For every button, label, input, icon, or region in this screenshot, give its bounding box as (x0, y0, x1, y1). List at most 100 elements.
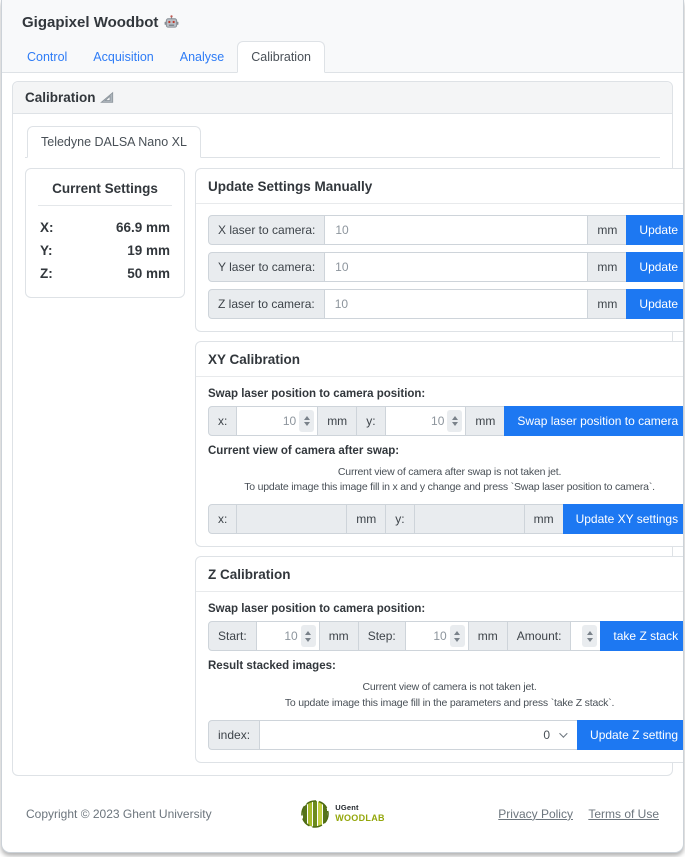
main-content: Calibration Teledyne DALSA Nano XL Curre… (2, 73, 683, 776)
calibration-card-body: Teledyne DALSA Nano XL Current Settings … (13, 114, 683, 775)
z-index-row: index: 0 Update Z setting (208, 719, 683, 750)
xy-swap-row: x: mm y: (208, 406, 683, 436)
logo-ugent-text: UGent (335, 803, 359, 813)
xy-update-row: x: mm y: mm (208, 504, 683, 535)
z-calibration-title: Z Calibration (196, 557, 683, 593)
xy-swap-x-stepper[interactable] (299, 410, 315, 432)
tab-acquisition[interactable]: Acquisition (93, 50, 154, 64)
z-step-box (404, 621, 469, 652)
xy-note: Current view of camera after swap is not… (240, 465, 660, 495)
main-nav-tabs: Control Acquisition Analyse Calibration (2, 41, 683, 73)
xy-swap-x-input[interactable] (245, 414, 300, 428)
calibration-card-title: Calibration (25, 90, 96, 105)
current-setting-x-value: 66.9 mm (115, 220, 170, 235)
calibration-card-header: Calibration (13, 82, 672, 114)
z-amount-label: Amount: (506, 621, 572, 652)
xy-update-x-input (245, 512, 344, 527)
x-laser-unit: mm (587, 215, 628, 245)
app-title: Gigapixel Woodbot (22, 14, 159, 31)
copyright-text: Copyright © 2023 Ghent University (26, 806, 212, 821)
xy-calibration-title: XY Calibration (196, 342, 683, 377)
y-laser-input[interactable] (324, 252, 589, 282)
current-setting-z: Z: 50 mm (38, 262, 172, 285)
xy-swap-y-stepper[interactable] (447, 410, 463, 432)
current-setting-z-value: 50 mm (127, 266, 170, 281)
xy-update-x-label: x: (208, 504, 238, 535)
calibration-card: Calibration Teledyne DALSA Nano XL Curre… (12, 81, 683, 776)
xy-calibration-section: XY Calibration Swap laser position to ca… (195, 341, 683, 548)
x-laser-label: X laser to camera: (208, 215, 326, 245)
z-amount-box (570, 621, 602, 652)
xy-note-line2: To update image this image fill in x and… (244, 481, 655, 494)
current-setting-x-label: X: (40, 220, 54, 235)
z-laser-label: Z laser to camera: (208, 289, 325, 319)
robot-icon (164, 15, 179, 30)
z-swap-label: Swap laser position to camera position: (208, 603, 426, 616)
z-start-box (255, 621, 320, 652)
xy-update-y-input (422, 512, 521, 527)
y-laser-update-button[interactable]: Update (626, 252, 683, 282)
z-laser-input[interactable] (323, 289, 589, 319)
xy-swap-y-unit: mm (465, 406, 506, 436)
x-laser-update-button[interactable]: Update (626, 215, 683, 245)
woodlab-logo-icon (300, 798, 330, 830)
z-result-label: Result stacked images: (208, 660, 336, 673)
z-start-input[interactable] (264, 629, 301, 644)
z-stack-row: Start: mm Step: (208, 621, 683, 652)
xy-update-y-box (413, 504, 525, 535)
current-settings-title: Current Settings (38, 181, 172, 206)
z-laser-unit: mm (587, 289, 628, 319)
xy-swap-y-label: y: (356, 406, 386, 436)
y-laser-label: Y laser to camera: (208, 252, 326, 282)
woodlab-logo-text: UGent WOODLAB (335, 804, 385, 823)
current-setting-x: X: 66.9 mm (38, 216, 172, 239)
z-step-input[interactable] (413, 629, 450, 644)
z-laser-row: Z laser to camera: mm Update (208, 289, 683, 319)
swap-laser-to-camera-button[interactable]: Swap laser position to camera (504, 406, 683, 436)
z-step-label: Step: (357, 621, 406, 652)
xy-swap-x-unit: mm (317, 406, 358, 436)
y-laser-unit: mm (587, 252, 628, 282)
z-amount-stepper[interactable] (582, 625, 598, 648)
z-laser-update-button[interactable]: Update (626, 289, 683, 319)
xy-swap-label: Swap laser position to camera position: (208, 388, 426, 400)
xy-swap-y-input[interactable] (393, 414, 448, 428)
index-select[interactable]: 0 (259, 719, 579, 750)
tab-calibration[interactable]: Calibration (237, 41, 325, 73)
manual-update-section: Update Settings Manually X laser to came… (195, 168, 683, 332)
tab-device-teledyne[interactable]: Teledyne DALSA Nano XL (27, 126, 201, 158)
z-start-stepper[interactable] (300, 625, 316, 648)
privacy-policy-link[interactable]: Privacy Policy (498, 806, 573, 821)
terms-of-use-link[interactable]: Terms of Use (588, 806, 659, 821)
z-amount-input[interactable] (579, 629, 583, 644)
z-step-stepper[interactable] (449, 625, 465, 648)
z-start-unit: mm (318, 621, 359, 652)
xy-swap-y-box (384, 406, 467, 436)
z-start-label: Start: (208, 621, 257, 652)
logo-woodlab-text: WOODLAB (335, 813, 385, 824)
xy-view-label: Current view of camera after swap: (208, 445, 400, 457)
tab-analyse[interactable]: Analyse (179, 50, 225, 64)
current-setting-z-label: Z: (40, 266, 53, 281)
z-calibration-section: Z Calibration Swap laser position to cam… (195, 556, 683, 763)
xy-update-y-unit: mm (523, 504, 564, 535)
x-laser-row: X laser to camera: mm Update (208, 215, 683, 245)
x-laser-input[interactable] (324, 215, 589, 245)
z-index-label: index: (208, 719, 261, 750)
xy-note-line1: Current view of camera after swap is not… (337, 466, 562, 478)
xy-swap-x-box (236, 406, 319, 436)
chevron-down-icon (559, 729, 568, 738)
triangle-ruler-icon (99, 91, 114, 104)
take-z-stack-button[interactable]: take Z stack (600, 621, 683, 652)
z-note-line2: To update image this image fill in the p… (284, 696, 615, 709)
current-settings-card: Current Settings X: 66.9 mm Y: 19 mm Z: … (25, 168, 185, 298)
update-xy-settings-button[interactable]: Update XY settings (562, 504, 683, 535)
xy-update-x-unit: mm (346, 504, 387, 535)
index-select-value: 0 (543, 727, 551, 742)
tab-control[interactable]: Control (27, 50, 68, 64)
woodlab-logo: UGent WOODLAB (300, 798, 385, 830)
update-z-setting-button[interactable]: Update Z setting (577, 719, 683, 750)
z-note-line1: Current view of camera is not taken jet. (362, 681, 537, 694)
footer-links: Privacy Policy Terms of Use (385, 807, 659, 821)
